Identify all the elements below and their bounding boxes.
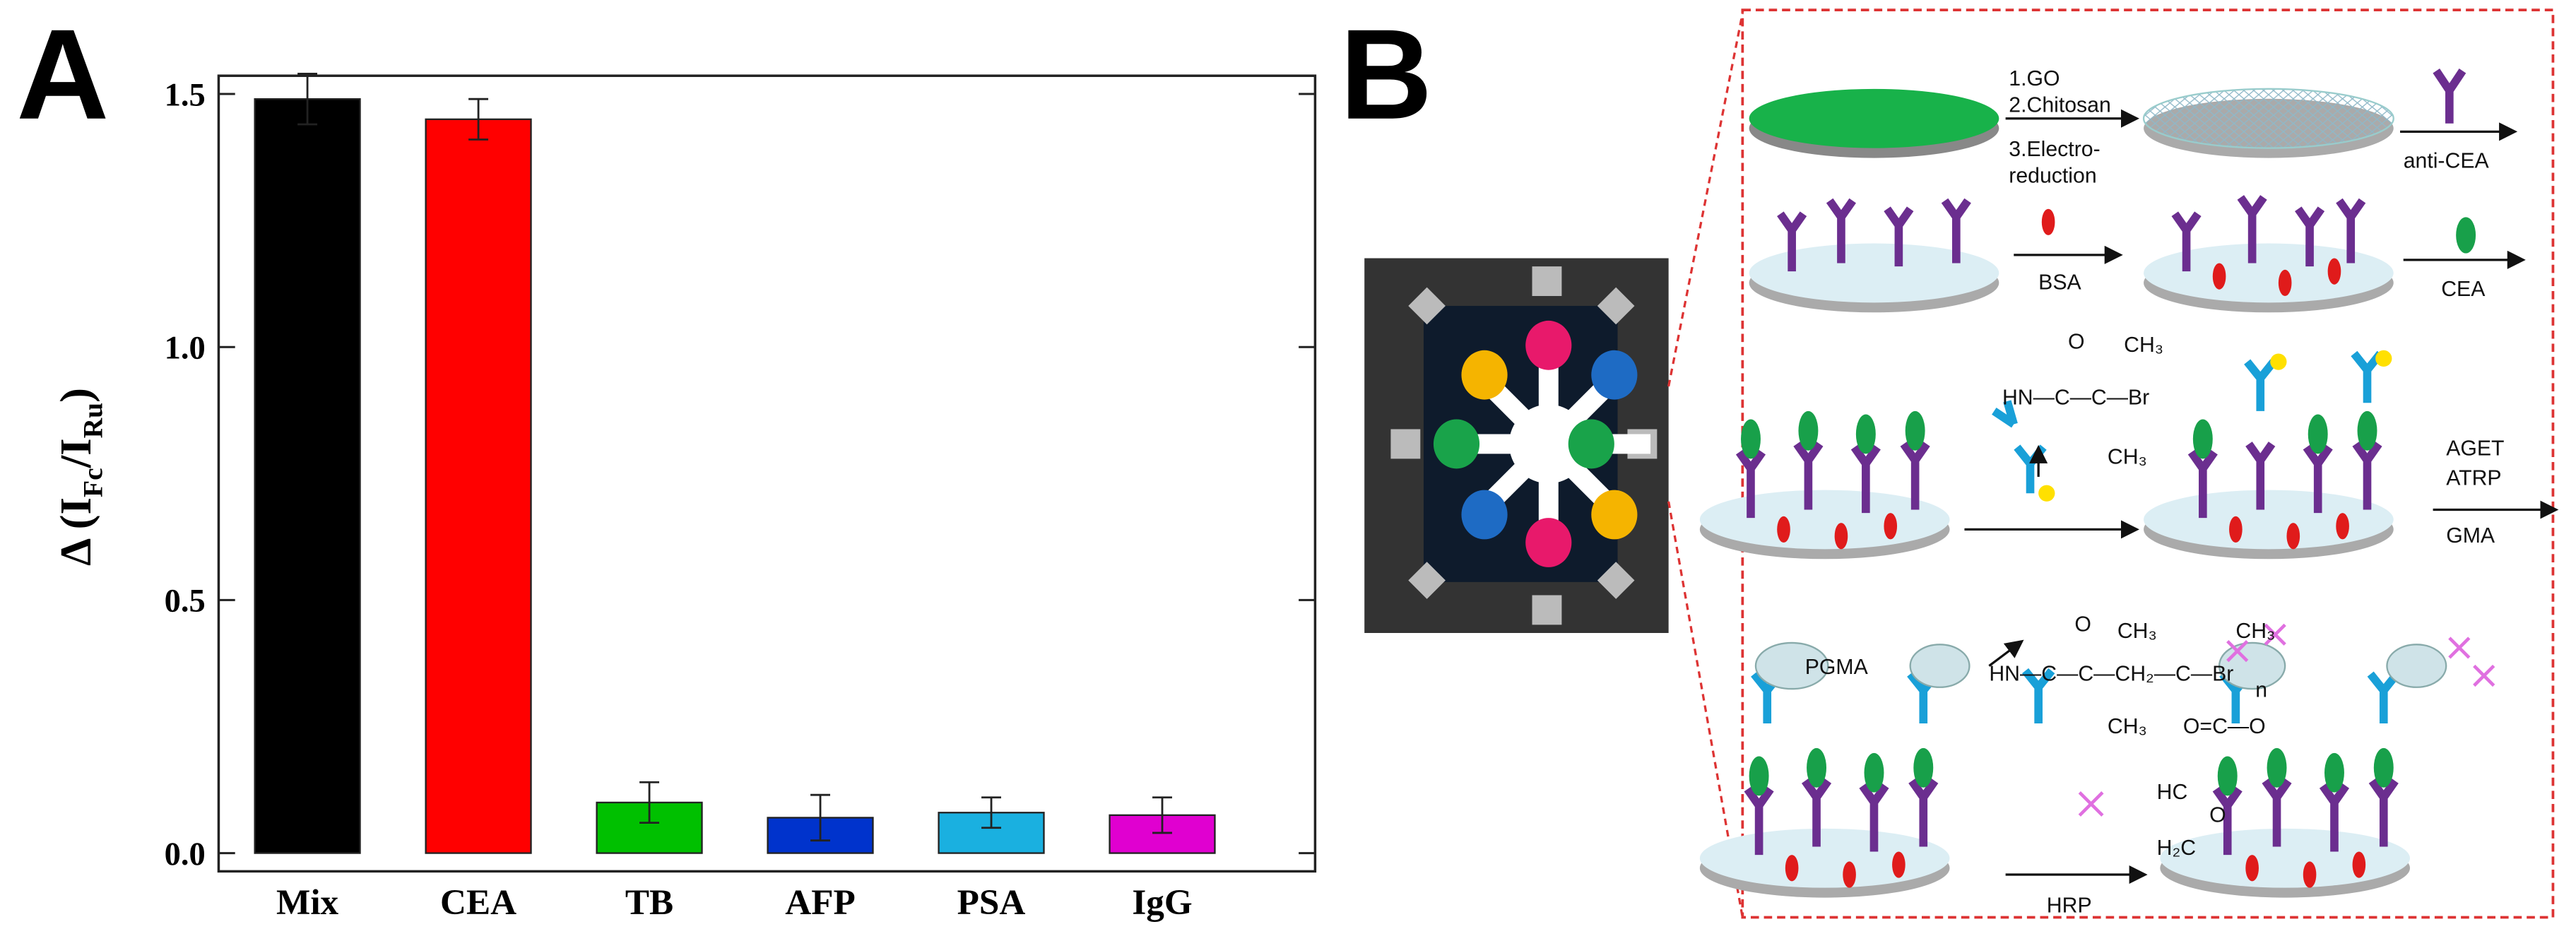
x-tick-label: AFP — [785, 882, 855, 923]
step: 3.Electro- — [2009, 138, 2100, 161]
x-tick-label: PSA — [957, 882, 1026, 923]
step: reduction — [2009, 164, 2096, 187]
x-tick-label: IgG — [1132, 882, 1192, 923]
y-tick-label: 1.0 — [165, 330, 206, 366]
reagent: AGET — [2446, 437, 2504, 461]
initiator — [2038, 350, 2392, 502]
formula: CH₃ — [2108, 715, 2147, 738]
y-axis-label: Δ (IFc/IRu) — [51, 388, 108, 566]
formula: n — [2255, 679, 2267, 702]
y-tick-label: 0.0 — [165, 836, 206, 872]
bar — [254, 98, 361, 854]
formula: CH₃ — [2117, 620, 2157, 643]
formula: O — [2209, 804, 2226, 827]
reagent: anti-CEA — [2404, 150, 2490, 173]
y-tick-label: 1.5 — [165, 77, 206, 113]
antibodies — [1735, 69, 2466, 856]
reagent: ATRP — [2446, 467, 2501, 490]
dashed-box — [1741, 8, 2555, 919]
panel-label: A — [16, 4, 109, 146]
reagent: HRP — [2047, 894, 2092, 918]
formula: HN—C—C—Br — [2002, 386, 2149, 410]
pgma-clouds — [1754, 641, 2447, 690]
formula: O — [2074, 613, 2091, 637]
reagent: GMA — [2446, 524, 2495, 548]
formula: CH₃ — [2124, 333, 2163, 357]
formula: H₂C — [2157, 836, 2196, 860]
reagent: BSA — [2038, 271, 2081, 295]
step: 1.GO — [2009, 67, 2060, 90]
x-tick-label: TB — [625, 882, 673, 923]
formula: O=C—O — [2183, 715, 2266, 738]
y-axis-label-part: ) — [51, 388, 100, 403]
plot-frame — [217, 74, 1317, 873]
bar — [596, 801, 703, 854]
hrp — [2078, 623, 2495, 817]
formula: HN—C—C—CH₂—C—Br — [1989, 662, 2233, 685]
reagent: PGMA — [1805, 656, 1869, 679]
x-tick-label: Mix — [276, 882, 339, 923]
y-axis-label-part: Fc — [77, 468, 108, 497]
formula: CH₃ — [2108, 445, 2147, 468]
y-axis-label-part: /I — [51, 438, 100, 468]
spots — [1433, 320, 1638, 567]
x-tick-label: CEA — [440, 882, 516, 923]
y-axis-label-part: Δ (I — [51, 497, 100, 566]
bar-chart: 0.0 0.5 1.0 1.5 Mix CEA TB AFP PSA IgG Δ (IFc/IRu) — [51, 72, 1317, 923]
formula: CH₃ — [2235, 620, 2275, 643]
y-axis-label-part: Ru — [77, 403, 108, 439]
bar — [425, 118, 532, 854]
formula: HC — [2157, 781, 2188, 804]
panel-label: B — [1340, 4, 1432, 146]
step: 2.Chitosan — [2009, 93, 2111, 117]
cea — [1741, 217, 2476, 796]
y-tick-label: 0.5 — [165, 584, 206, 620]
formula: O — [2068, 330, 2085, 353]
reagent: CEA — [2441, 278, 2486, 301]
diagram: 1.GO 2.Chitosan 3.Electro- reduction ant… — [1364, 8, 2559, 919]
bsa — [1777, 208, 2366, 888]
